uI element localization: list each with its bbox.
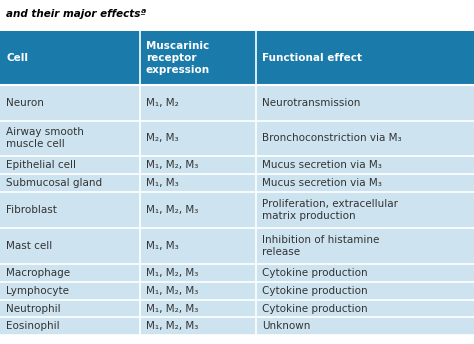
Bar bbox=[0, 85, 140, 120]
Text: Epithelial cell: Epithelial cell bbox=[6, 160, 76, 170]
Text: Bronchoconstriction via M₃: Bronchoconstriction via M₃ bbox=[262, 133, 402, 143]
Text: M₁, M₃: M₁, M₃ bbox=[146, 241, 179, 251]
Text: M₁, M₂, M₃: M₁, M₂, M₃ bbox=[146, 160, 198, 170]
Text: Inhibition of histamine
release: Inhibition of histamine release bbox=[262, 235, 380, 257]
Bar bbox=[256, 174, 474, 192]
Text: Lymphocyte: Lymphocyte bbox=[6, 286, 69, 295]
Bar bbox=[140, 120, 256, 156]
Bar bbox=[140, 174, 256, 192]
Bar bbox=[140, 318, 256, 335]
Text: Cytokine production: Cytokine production bbox=[262, 303, 368, 313]
Text: M₁, M₂, M₃: M₁, M₂, M₃ bbox=[146, 286, 198, 295]
Bar bbox=[256, 300, 474, 318]
Text: and their major effectsª: and their major effectsª bbox=[6, 9, 146, 19]
Bar bbox=[256, 120, 474, 156]
Text: Neurotransmission: Neurotransmission bbox=[262, 98, 361, 108]
Bar bbox=[256, 31, 474, 85]
Text: Mucus secretion via M₃: Mucus secretion via M₃ bbox=[262, 178, 382, 188]
Text: Cell: Cell bbox=[6, 53, 28, 63]
Text: Submucosal gland: Submucosal gland bbox=[6, 178, 102, 188]
Bar bbox=[140, 264, 256, 282]
Bar bbox=[0, 156, 140, 174]
Bar bbox=[140, 228, 256, 264]
Text: Mast cell: Mast cell bbox=[6, 241, 53, 251]
Text: Functional effect: Functional effect bbox=[262, 53, 362, 63]
Bar bbox=[0, 282, 140, 300]
Bar bbox=[140, 300, 256, 318]
Bar bbox=[0, 31, 140, 85]
Bar bbox=[0, 228, 140, 264]
Text: M₁, M₂, M₃: M₁, M₂, M₃ bbox=[146, 321, 198, 332]
Text: Eosinophil: Eosinophil bbox=[6, 321, 60, 332]
Bar bbox=[256, 85, 474, 120]
Text: M₁, M₂, M₃: M₁, M₂, M₃ bbox=[146, 205, 198, 215]
Bar bbox=[256, 282, 474, 300]
Bar bbox=[256, 264, 474, 282]
Text: M₁, M₂: M₁, M₂ bbox=[146, 98, 179, 108]
Bar bbox=[0, 264, 140, 282]
Bar bbox=[0, 318, 140, 335]
Bar bbox=[0, 192, 140, 228]
Bar bbox=[140, 282, 256, 300]
Text: Macrophage: Macrophage bbox=[6, 268, 70, 278]
Bar bbox=[0, 300, 140, 318]
Text: Unknown: Unknown bbox=[262, 321, 310, 332]
Bar bbox=[140, 156, 256, 174]
Bar bbox=[0, 120, 140, 156]
Text: Muscarinic
receptor
expression: Muscarinic receptor expression bbox=[146, 41, 210, 75]
Text: Fibroblast: Fibroblast bbox=[6, 205, 57, 215]
Bar bbox=[256, 318, 474, 335]
Text: M₁, M₂, M₃: M₁, M₂, M₃ bbox=[146, 268, 198, 278]
Bar bbox=[256, 228, 474, 264]
Bar bbox=[0, 174, 140, 192]
Text: Proliferation, extracellular
matrix production: Proliferation, extracellular matrix prod… bbox=[262, 199, 398, 221]
Text: Mucus secretion via M₃: Mucus secretion via M₃ bbox=[262, 160, 382, 170]
Bar bbox=[140, 85, 256, 120]
Bar bbox=[256, 192, 474, 228]
Text: Cytokine production: Cytokine production bbox=[262, 286, 368, 295]
Text: M₁, M₃: M₁, M₃ bbox=[146, 178, 179, 188]
Text: M₂, M₃: M₂, M₃ bbox=[146, 133, 179, 143]
Bar bbox=[256, 156, 474, 174]
Bar bbox=[140, 31, 256, 85]
Text: Airway smooth
muscle cell: Airway smooth muscle cell bbox=[6, 127, 84, 149]
Text: Neutrophil: Neutrophil bbox=[6, 303, 61, 313]
Text: Cytokine production: Cytokine production bbox=[262, 268, 368, 278]
Text: M₁, M₂, M₃: M₁, M₂, M₃ bbox=[146, 303, 198, 313]
Bar bbox=[140, 192, 256, 228]
Text: Neuron: Neuron bbox=[6, 98, 44, 108]
